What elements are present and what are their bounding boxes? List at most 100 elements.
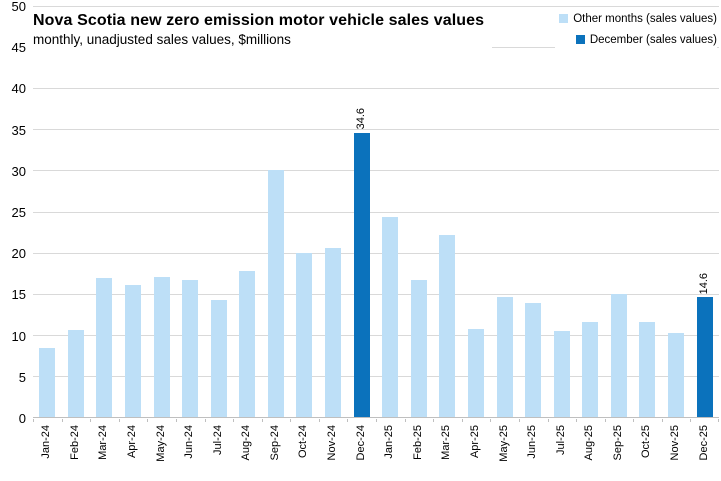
data-label-dec-25: 14.6	[697, 272, 710, 294]
bar-slot-jun-25	[519, 6, 548, 417]
x-slot: Apr-24	[119, 419, 148, 481]
x-tick-label-jun-24: Jun-24	[183, 425, 196, 459]
bar-slot-may-24	[147, 6, 176, 417]
x-axis-tick	[204, 419, 206, 422]
data-label-dec-24: 34.6	[354, 108, 367, 130]
x-axis-tick	[233, 419, 235, 422]
x-axis: Jan-24 Feb-24 Mar-24 Apr-24 May-24 Jun-24 Jul-…	[33, 419, 719, 481]
x-axis-tick	[461, 419, 463, 422]
x-axis-tick	[433, 419, 435, 422]
gridline	[33, 211, 719, 213]
legend-label-other-months: Other months (sales values)	[573, 12, 717, 25]
x-slot: May-25	[490, 419, 519, 481]
x-slot: Mar-25	[433, 419, 462, 481]
x-tick-label-apr-25: Apr-25	[468, 425, 481, 459]
y-tick-label: 15	[11, 287, 26, 303]
bar-slot-sep-24	[262, 6, 291, 417]
x-axis-tick	[376, 419, 377, 422]
x-axis-tick	[604, 419, 606, 422]
x-axis-tick	[261, 419, 263, 422]
bar-nov-25	[668, 333, 684, 417]
x-slot: Nov-25	[662, 419, 691, 481]
x-tick-label-nov-24: Nov-24	[326, 425, 339, 461]
bar-slot-feb-24	[62, 6, 91, 417]
x-tick-label-may-25: May-25	[497, 425, 510, 462]
gridline	[33, 293, 719, 295]
bar-slot-jun-24	[176, 6, 205, 417]
x-tick-label-aug-24: Aug-24	[240, 425, 253, 461]
bar-mar-24	[96, 278, 113, 417]
gridline	[33, 334, 719, 336]
x-axis-tick	[718, 419, 719, 422]
x-axis-labels: Jan-24 Feb-24 Mar-24 Apr-24 May-24 Jun-24 Jul-…	[33, 419, 719, 481]
x-axis-tick	[690, 419, 692, 422]
x-slot: Mar-24	[90, 419, 119, 481]
x-axis-tick	[147, 419, 149, 422]
gridline	[33, 252, 719, 254]
x-slot: Aug-25	[576, 419, 605, 481]
bar-slot-dec-24: 34.6	[347, 6, 376, 417]
x-tick-label-may-24: May-24	[154, 425, 167, 462]
bar-slot-oct-25	[633, 6, 662, 417]
bar-slot-aug-25	[576, 6, 605, 417]
bar-jul-24	[210, 300, 227, 417]
x-slot: Oct-24	[290, 419, 319, 481]
x-axis-tick	[576, 419, 578, 422]
x-axis-tick	[633, 419, 635, 422]
bar-series: 34.6 14.6	[33, 6, 719, 417]
gridline	[33, 6, 719, 7]
bar-oct-25	[639, 321, 656, 417]
legend-item-december: December (sales values)	[559, 32, 717, 47]
y-tick-label: 30	[11, 163, 26, 179]
x-slot: Jul-24	[204, 419, 233, 481]
x-tick-label-apr-24: Apr-24	[126, 425, 139, 459]
x-axis-tick	[61, 419, 63, 422]
bar-slot-nov-24	[319, 6, 348, 417]
x-axis-tick	[547, 419, 549, 422]
bar-nov-24	[325, 247, 342, 417]
x-axis-tick	[90, 419, 92, 422]
bar-slot-aug-24	[233, 6, 262, 417]
x-slot: Apr-25	[462, 419, 491, 481]
x-slot: Jan-24	[33, 419, 62, 481]
x-axis-tick	[118, 419, 120, 422]
bar-slot-feb-25	[405, 6, 434, 417]
x-tick-label-dec-24: Dec-24	[354, 425, 367, 461]
x-tick-label-mar-25: Mar-25	[440, 425, 453, 460]
y-tick-label: 0	[18, 411, 26, 426]
x-tick-label-sep-25: Sep-25	[611, 425, 624, 461]
bar-slot-apr-24	[119, 6, 148, 417]
y-tick-label: 40	[11, 81, 26, 97]
x-slot: Sep-25	[605, 419, 634, 481]
y-tick-label: 10	[11, 328, 26, 344]
december-bar-dec-25	[696, 297, 713, 417]
legend: Other months (sales values) December (sa…	[555, 11, 717, 53]
x-slot: Dec-25	[690, 419, 719, 481]
bar-jan-24	[39, 347, 56, 417]
y-tick-label: 50	[11, 0, 26, 14]
x-axis-tick	[490, 419, 492, 422]
x-axis-tick	[175, 419, 177, 422]
bar-slot-sep-25	[605, 6, 634, 417]
gridline	[33, 88, 719, 90]
chart-subtitle: monthly, unadjusted sales values, $milli…	[33, 32, 291, 47]
x-tick-label-mar-24: Mar-24	[97, 425, 110, 460]
x-slot: Feb-24	[62, 419, 91, 481]
x-slot: May-24	[147, 419, 176, 481]
x-axis-tick	[518, 419, 520, 422]
bar-jun-24	[182, 279, 199, 417]
x-slot: Oct-25	[633, 419, 662, 481]
y-tick-label: 35	[11, 122, 26, 138]
x-tick-label-nov-25: Nov-25	[669, 425, 681, 461]
x-tick-label-dec-25: Dec-25	[697, 425, 710, 461]
x-tick-label-aug-25: Aug-25	[583, 425, 596, 461]
bar-may-25	[496, 297, 513, 417]
bar-slot-jul-25	[547, 6, 576, 417]
x-slot: Feb-25	[405, 419, 434, 481]
plot-area: 34.6 14.6	[33, 6, 719, 418]
bar-feb-25	[410, 279, 427, 417]
gridline	[33, 129, 719, 131]
bar-slot-jan-25	[376, 6, 405, 417]
x-axis-tick	[290, 419, 292, 422]
x-slot: Jun-25	[519, 419, 548, 481]
